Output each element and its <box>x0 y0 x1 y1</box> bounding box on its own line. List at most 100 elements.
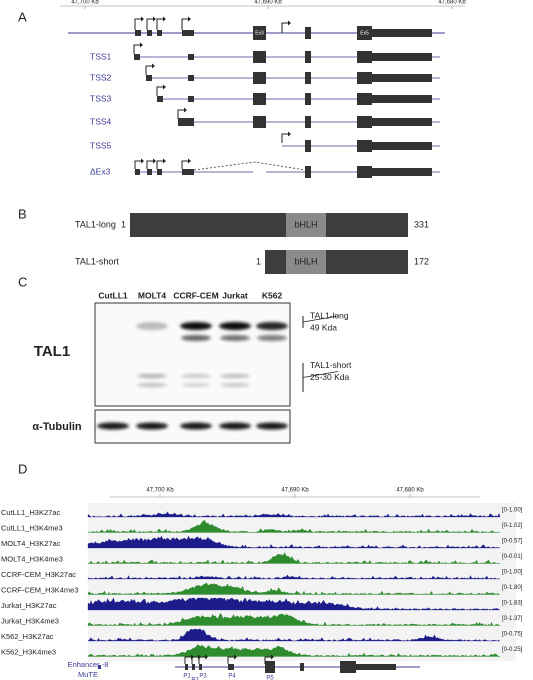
exon <box>146 75 152 81</box>
protein-end: 172 <box>414 256 429 266</box>
band-name: TAL1-long <box>310 310 349 320</box>
tss-arrow <box>145 65 152 75</box>
track-name: MOLT4_H3K27ac <box>1 539 61 548</box>
track-area <box>88 503 516 661</box>
band <box>220 374 250 378</box>
tss-arrow <box>146 18 153 30</box>
band <box>181 335 211 341</box>
track-range: [0-1.80] <box>502 585 523 591</box>
band <box>257 335 287 341</box>
tss-arrow <box>156 160 163 169</box>
band <box>181 383 211 387</box>
tss-arrow <box>198 656 205 664</box>
track-name: Jurkat_H3K27ac <box>1 601 57 610</box>
signal-track <box>87 644 501 657</box>
promoter-label: P1 <box>183 674 191 680</box>
band <box>220 335 250 341</box>
exon <box>372 95 432 103</box>
band <box>220 383 250 387</box>
tss-arrow <box>133 44 140 54</box>
exon <box>253 72 266 84</box>
exon <box>182 169 194 175</box>
band <box>97 422 129 430</box>
protein-name: TAL1-long <box>75 219 116 229</box>
exon <box>305 27 311 39</box>
band <box>256 422 288 430</box>
leader <box>302 315 339 323</box>
exon <box>228 664 234 670</box>
panel-label: C <box>18 274 27 289</box>
signal-track <box>87 597 501 611</box>
tss-arrowhead <box>153 158 156 164</box>
ruler-label: 47,680 Kb <box>396 488 424 494</box>
exon <box>188 54 194 60</box>
exon <box>357 72 372 84</box>
exon <box>357 51 372 63</box>
exon <box>253 116 266 128</box>
exon <box>157 30 162 36</box>
signal-track <box>87 552 501 564</box>
domain <box>286 213 326 237</box>
track-range: [0-1.02] <box>502 523 523 529</box>
ruler-label: 47,690 Kb <box>254 0 282 6</box>
signal-track <box>87 628 501 642</box>
tss-arrow <box>134 18 141 30</box>
band <box>137 383 167 387</box>
domain-label: bHLH <box>294 256 317 266</box>
track-name: K562_H3K4me3 <box>1 647 56 656</box>
exon <box>357 26 372 40</box>
exon <box>157 169 162 175</box>
exon <box>372 74 432 82</box>
band <box>180 422 212 430</box>
band <box>181 374 211 378</box>
exon <box>305 51 311 63</box>
leader <box>302 371 339 378</box>
cell-line-label: Jurkat <box>222 290 248 300</box>
cell-line-label: K562 <box>262 290 283 300</box>
track-range: [0-1.00] <box>502 508 523 514</box>
exon <box>253 51 266 63</box>
tss-arrowhead <box>184 107 187 113</box>
exon <box>340 661 356 673</box>
ruler-label: 47,680 Kb <box>438 0 466 6</box>
tss-arrowhead <box>140 42 143 48</box>
exon <box>357 116 372 128</box>
promoter-label: P5 <box>266 676 274 680</box>
isoform-label: TSS4 <box>90 116 112 126</box>
cell-line-label: CCRF-CEM <box>173 290 218 300</box>
track-name: CutLL1_H3K4me3 <box>1 523 63 532</box>
tss-arrow <box>156 86 163 96</box>
exon <box>178 118 194 126</box>
enhancer-label: Enhancer -8 <box>68 660 109 669</box>
exon <box>253 26 266 40</box>
tss-arrowhead <box>163 158 166 164</box>
tss-arrowhead <box>153 16 156 22</box>
panel-label: B <box>18 206 27 221</box>
exon <box>188 96 194 102</box>
protein-name: TAL1-short <box>75 256 119 266</box>
track-range: [0-1.00] <box>502 570 523 576</box>
tss-arrow <box>146 160 153 169</box>
promoter-label: P2 <box>191 678 199 680</box>
exon <box>372 142 432 150</box>
exon <box>185 664 188 670</box>
exon <box>357 140 372 152</box>
isoform-label: ΔEx3 <box>90 166 111 176</box>
protein-start: 1 <box>256 256 261 266</box>
isoform-label: TSS5 <box>90 140 112 150</box>
exon <box>188 75 194 81</box>
domain <box>286 250 326 274</box>
exon <box>157 96 163 102</box>
exon <box>253 93 266 105</box>
track-range: [0-0.75] <box>502 632 523 638</box>
tss-arrowhead <box>163 84 166 90</box>
signal-track <box>87 520 501 533</box>
exon <box>147 30 152 36</box>
promoter-label: P4 <box>228 674 236 680</box>
protein-bar <box>130 213 408 237</box>
enhancer <box>98 665 101 669</box>
tss-arrow <box>191 656 198 664</box>
exon <box>305 116 311 128</box>
track-range: [0-0.01] <box>502 554 523 560</box>
